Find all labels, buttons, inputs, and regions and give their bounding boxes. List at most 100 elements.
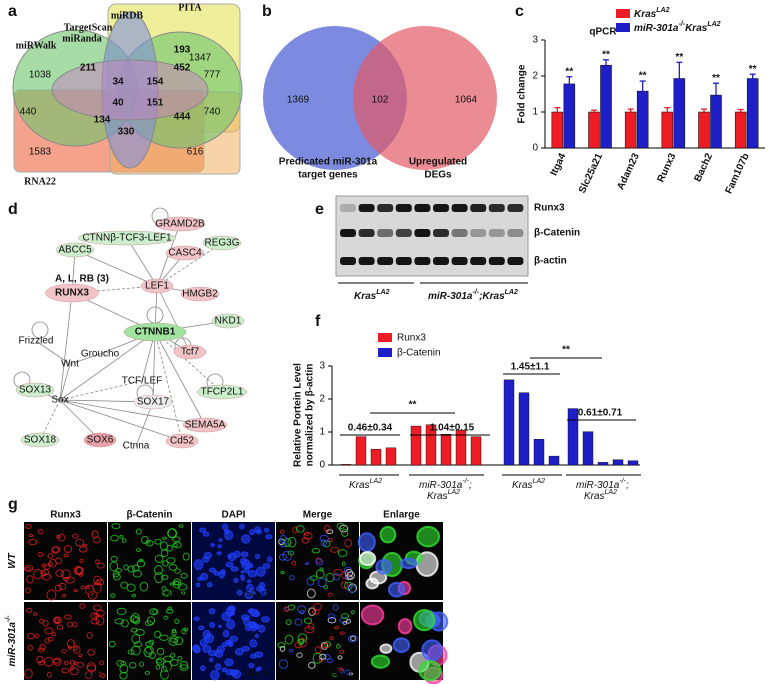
scale-bar: 50μm [330,669,355,680]
cell [234,648,244,656]
venn-count: 211 [80,63,97,74]
bar [746,78,759,149]
bar [340,464,352,466]
set-label: miRWalk [16,40,57,51]
cell [63,553,69,558]
text-part: Kras [427,491,448,502]
cell [297,633,308,643]
cell [26,575,34,584]
cell [37,528,44,535]
cell [198,625,205,631]
network-node [20,432,60,448]
node-label: RUNX3 [55,288,89,299]
column-label: β-Catenin [126,510,172,521]
venn-count: 193 [174,45,191,56]
cell [350,610,355,615]
legend-label: KrasLA2 [634,7,670,20]
cell [225,561,234,568]
cell [154,630,161,639]
group-label: miR-301a-/-;KrasLA2 [428,289,518,302]
cell [317,577,327,588]
venn-count: 154 [147,77,164,88]
cell [279,645,286,652]
cell [78,546,88,553]
annotation: 1.45±1.1 [511,362,550,373]
set-label: miRanda [62,33,101,44]
network-node [45,283,99,303]
cell [163,655,174,663]
cell [93,613,100,618]
cell [319,534,329,542]
text-part: ; [469,480,472,491]
y-tick-label: 2 [532,71,538,82]
cell [379,525,397,544]
legend-swatch [378,348,392,357]
cell [250,653,257,659]
blot-band [340,204,356,212]
cell [227,552,237,562]
superscript: LA2 [448,489,461,496]
x-tick-label: Bach2 [692,151,715,183]
bar [370,448,382,466]
cell [41,573,52,581]
cell [287,536,297,548]
cell [86,632,93,639]
cell [37,551,44,557]
cell [163,615,169,620]
cell [86,662,97,672]
cell [233,577,239,583]
cell [63,545,73,554]
cell [334,626,339,630]
venn-count: 102 [372,95,389,106]
cell [26,607,33,614]
cell [38,660,45,666]
cell [321,642,330,649]
cell [346,571,355,580]
cell [328,538,333,543]
cell [75,566,84,576]
bar [698,111,710,149]
cell [323,524,331,533]
bar [551,111,564,149]
cell [313,602,322,611]
text-part: miR-301a [576,480,620,491]
cell [296,605,307,614]
cell [108,640,116,648]
cell [64,614,72,620]
superscript: LA2 [707,21,720,28]
cell [46,671,52,678]
node-label: ABCC5 [58,245,92,256]
venn-count: 134 [94,115,111,126]
cell [165,608,174,614]
cell [336,522,345,530]
cell [209,657,214,663]
cell [288,648,294,653]
legend-swatch [378,333,392,342]
network-edge [154,331,183,442]
cell [291,560,297,566]
scale-bar: 50μm [78,669,103,680]
cell [358,551,377,567]
venn-count: 34 [112,77,124,88]
cell [61,667,70,674]
cell [249,529,256,536]
blot-band [433,229,449,237]
y-axis-label: Relative Portein Level [293,363,304,467]
cell [203,551,212,560]
cell [217,544,223,549]
row-label: WT [7,552,18,568]
bar [385,447,397,466]
cell [61,593,67,598]
cell [248,588,255,595]
cell [309,575,318,581]
cell [33,568,43,580]
y-tick-label: 1 [319,427,325,438]
node-label: REG3G [204,238,239,249]
network-edge [59,292,73,401]
cell [169,582,174,586]
text-part: miR-301a [7,622,18,667]
cell [131,593,136,598]
network-node [140,278,174,294]
network-node [173,344,207,360]
cell [28,533,34,538]
